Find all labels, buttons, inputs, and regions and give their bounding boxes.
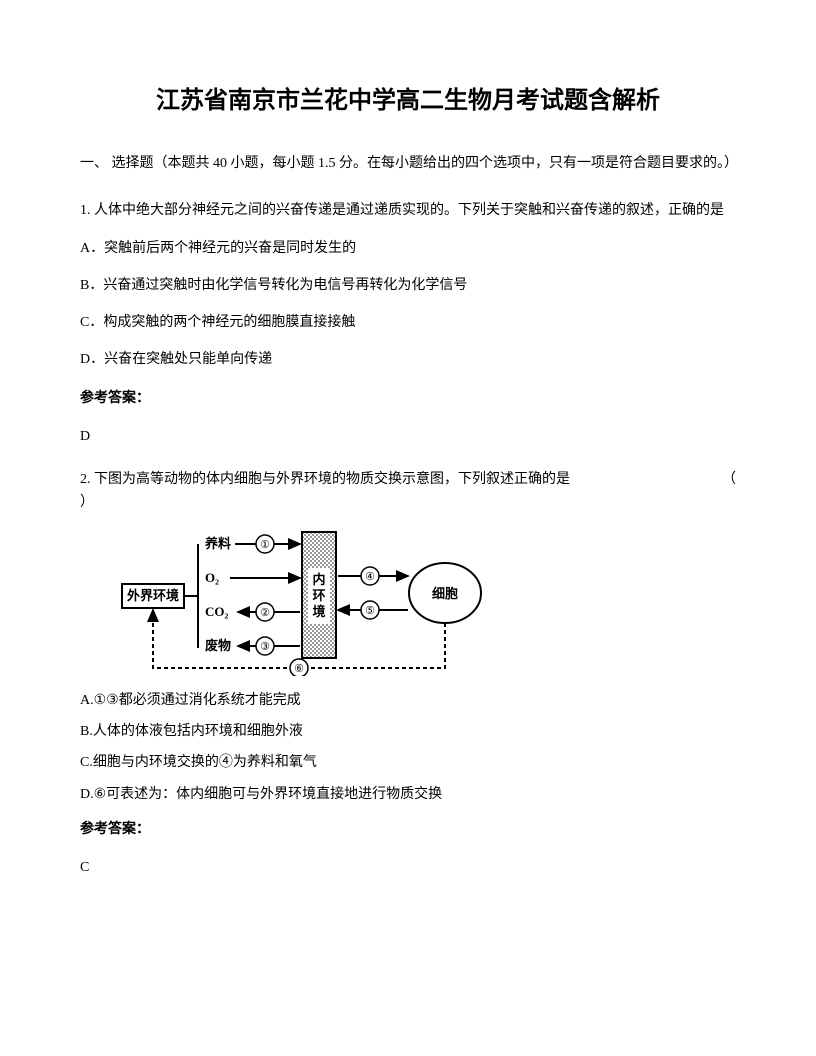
q1-body: 人体中绝大部分神经元之间的兴奋传递是通过递质实现的。下列关于突触和兴奋传递的叙述… [94,203,724,218]
diagram-co2-label: CO₂ [205,604,229,619]
q2-option-c: C.细胞与内环境交换的④为养料和氧气 [80,750,736,775]
diagram-circle-3: ③ [260,641,270,653]
q1-answer-label: 参考答案： [80,384,736,415]
diagram-outer-label: 外界环境 [126,588,179,603]
q1-answer: D [80,422,736,453]
q2-body: 下图为高等动物的体内细胞与外界环境的物质交换示意图，下列叙述正确的是 [94,472,570,487]
q1-text: 1. 人体中绝大部分神经元之间的兴奋传递是通过递质实现的。下列关于突触和兴奋传递… [80,196,736,227]
diagram-circle-5: ⑤ [365,605,375,617]
diagram-circle-1: ① [260,539,270,551]
diagram-circle-6: ⑥ [294,663,304,675]
q2-answer-label: 参考答案： [80,815,736,846]
page-title: 江苏省南京市兰花中学高二生物月考试题含解析 [80,80,736,123]
question-1: 1. 人体中绝大部分神经元之间的兴奋传递是通过递质实现的。下列关于突触和兴奋传递… [80,196,736,454]
q2-number: 2. [80,472,91,487]
diagram-circle-4: ④ [365,571,375,583]
q2-paren-close: ） [80,495,94,510]
q2-option-b: B.人体的体液包括内环境和细胞外液 [80,719,736,744]
diagram-inner-label-1: 内 [312,572,325,587]
q1-number: 1. [80,203,91,218]
question-2: 2. 下图为高等动物的体内细胞与外界环境的物质交换示意图，下列叙述正确的是 （ … [80,469,736,884]
q2-option-d: D.⑥可表述为：体内细胞可与外界环境直接地进行物质交换 [80,782,736,807]
section-header: 一、 选择题（本题共 40 小题，每小题 1.5 分。在每小题给出的四个选项中，… [80,153,736,175]
q1-option-a: A．突触前后两个神经元的兴奋是同时发生的 [80,234,736,265]
diagram-waste-label: 废物 [205,638,231,653]
diagram-circle-2: ② [260,607,270,619]
q1-option-d: D．兴奋在突触处只能单向传递 [80,345,736,376]
diagram-inner-label-2: 环 [312,588,325,603]
q2-diagram: 外界环境 养料 ① O₂ CO₂ ② 废物 ③ 内 [120,526,736,676]
q2-option-a: A.①③都必须通过消化系统才能完成 [80,688,736,713]
diagram-inner-label-3: 境 [312,604,325,619]
diagram-o2-label: O₂ [205,570,219,585]
q1-option-c: C．构成突触的两个神经元的细胞膜直接接触 [80,308,736,339]
q2-text: 2. 下图为高等动物的体内细胞与外界环境的物质交换示意图，下列叙述正确的是 （ … [80,469,736,514]
diagram-cell-label: 细胞 [432,586,458,601]
q2-answer: C [80,853,736,884]
diagram-nutrient-label: 养料 [204,536,231,551]
q1-option-b: B．兴奋通过突触时由化学信号转化为电信号再转化为化学信号 [80,271,736,302]
